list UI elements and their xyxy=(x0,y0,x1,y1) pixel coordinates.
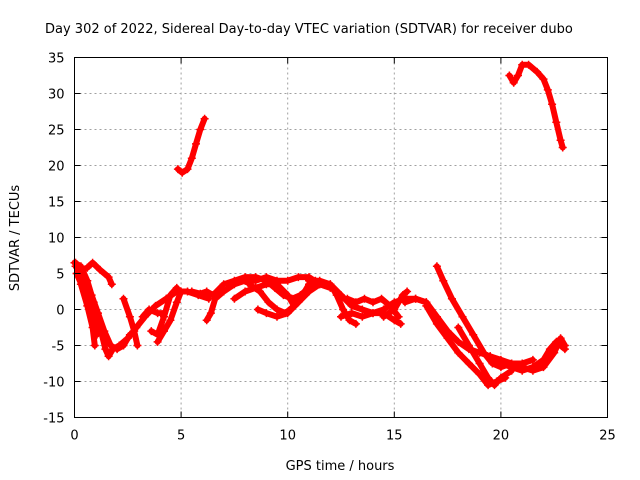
x-tick-label: 25 xyxy=(599,429,616,444)
y-tick-label: -10 xyxy=(43,376,64,391)
series-markers-arc6 xyxy=(119,294,142,350)
y-tick-label: 10 xyxy=(48,232,65,247)
y-axis-label: SDTVAR / TECUs xyxy=(8,185,23,292)
x-tick-label: 5 xyxy=(177,429,185,444)
axis-ticks: 0 5 10 15 20 25 -15 -10 -5 0 5 10 15 20 25 30 35 xyxy=(43,52,616,444)
y-tick-label: -15 xyxy=(43,412,64,427)
series-markers-arc8 xyxy=(147,283,181,339)
x-tick-label: 20 xyxy=(493,429,510,444)
series-markers-arc24 xyxy=(486,334,569,375)
y-tick-label: -5 xyxy=(52,340,65,355)
series-line-arc10 xyxy=(188,288,217,299)
chart-title: Day 302 of 2022, Sidereal Day-to-day VTE… xyxy=(45,22,573,37)
x-tick-label: 10 xyxy=(279,429,296,444)
series-line-arc19 xyxy=(380,288,411,320)
y-tick-label: 25 xyxy=(48,124,65,139)
x-axis-label: GPS time / hours xyxy=(286,459,395,474)
series-line-arc5 xyxy=(77,281,98,349)
y-tick-label: 5 xyxy=(56,268,64,283)
series-markers-arc26 xyxy=(505,60,567,152)
series-markers-arc5 xyxy=(76,280,99,350)
y-tick-label: 15 xyxy=(48,196,65,211)
series-markers-arc18 xyxy=(343,294,403,321)
series-markers-arc9 xyxy=(153,287,186,346)
x-tick-label: 0 xyxy=(70,429,78,444)
series-markers-arc25 xyxy=(173,114,209,177)
y-tick-label: 30 xyxy=(48,88,65,103)
series-markers-arc4 xyxy=(71,258,116,289)
series-markers-arc16 xyxy=(305,276,360,328)
y-tick-label: 20 xyxy=(48,160,65,175)
y-tick-label: 35 xyxy=(48,52,65,67)
series-markers-arc19 xyxy=(379,287,412,321)
y-tick-label: 0 xyxy=(56,304,64,319)
series-line-arc6 xyxy=(120,295,141,349)
series-layer xyxy=(70,60,569,390)
series-markers-arc23 xyxy=(454,323,516,390)
x-tick-label: 15 xyxy=(386,429,403,444)
